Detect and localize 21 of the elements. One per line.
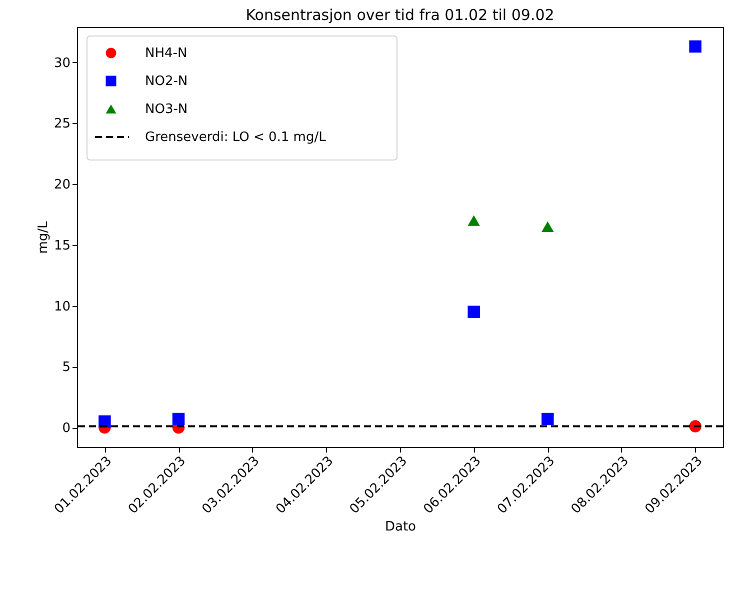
y-tick-label: 20 [54, 178, 70, 193]
chart-title: Konsentrasjon over tid fra 01.02 til 09.02 [246, 6, 554, 24]
y-tick-label: 0 [62, 421, 70, 436]
point [689, 40, 702, 53]
point [542, 221, 554, 232]
point [468, 306, 480, 318]
point [172, 412, 185, 426]
y-tick-label: 10 [54, 299, 70, 314]
x-axis-title: Dato [384, 519, 416, 534]
legend-label: NO2-N [145, 74, 188, 89]
point [98, 415, 111, 428]
y-tick-label: 5 [62, 360, 70, 376]
legend-label: Grenseverdi: LO < 0.1 mg/L [145, 130, 327, 145]
y-tick-label: 30 [54, 56, 70, 71]
y-tick-label: 15 [54, 238, 70, 254]
point [542, 412, 554, 426]
legend-label: NH4-N [145, 46, 188, 61]
point [468, 215, 480, 226]
y-tick-label: 25 [54, 116, 70, 132]
y-axis-title: mg/L [36, 220, 51, 254]
legend-label: NO3-N [145, 102, 188, 117]
